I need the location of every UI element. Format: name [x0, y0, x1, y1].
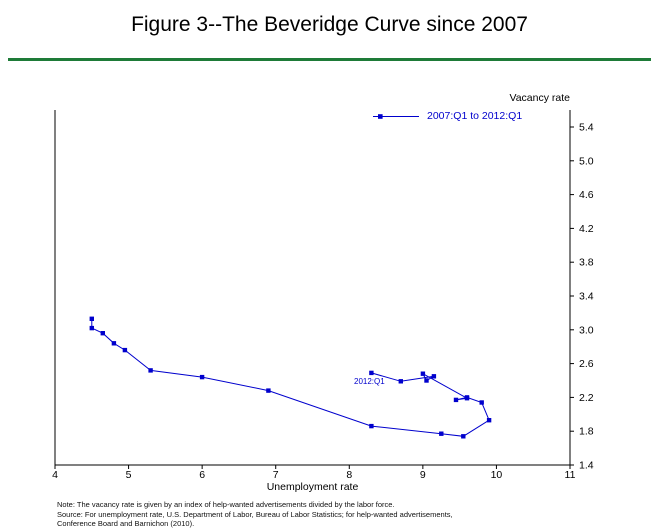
figure-title: Figure 3--The Beveridge Curve since 2007: [131, 13, 528, 36]
unemployment-axis-label: Unemployment rate: [266, 481, 359, 493]
vacancy-axis-label: Vacancy rate: [509, 92, 570, 104]
note-line-2: Source: For unemployment rate, U.S. Depa…: [57, 509, 453, 519]
chart-svg: 4 5 6 7 8 9 10 111.4 1.8 2.2 2.6 3.0 3.4 3.8 4.2 4.6 5.0…: [52, 110, 594, 482]
svg-text:1.8: 1.8: [579, 426, 594, 438]
beveridge-curve-line: [91, 318, 490, 437]
axes: [54, 110, 571, 466]
svg-text:8: 8: [346, 469, 352, 481]
data-point-markers: [89, 316, 492, 439]
svg-text:3.0: 3.0: [579, 324, 594, 336]
svg-text:7: 7: [273, 469, 279, 481]
beveridge-chart: Vacancy rate 2007:Q1 to 2012:Q1 4 5 6 7 8 9 10…: [0, 75, 659, 495]
svg-text:3.4: 3.4: [579, 291, 594, 303]
title-divider: [8, 58, 651, 61]
legend-marker-icon: [373, 113, 419, 119]
note-line-1: Note: The vacancy rate is given by an in…: [57, 500, 395, 509]
svg-text:10: 10: [491, 469, 503, 481]
svg-text:11: 11: [565, 469, 576, 481]
svg-text:6: 6: [199, 469, 205, 481]
chart-legend: 2007:Q1 to 2012:Q1: [373, 110, 522, 122]
svg-text:4: 4: [52, 469, 58, 481]
svg-text:5.0: 5.0: [579, 155, 594, 167]
svg-text:4.2: 4.2: [579, 223, 594, 235]
svg-text:5: 5: [126, 469, 132, 481]
annotation-2012q1: 2012:Q1: [354, 377, 385, 386]
svg-text:9: 9: [420, 469, 426, 481]
svg-text:4.6: 4.6: [579, 189, 594, 201]
tick-labels: 4 5 6 7 8 9 10 111.4 1.8 2.2 2.6 3.0 3.4 3.8 4.2 4.6 5.0…: [52, 122, 594, 482]
svg-text:3.8: 3.8: [579, 257, 594, 269]
legend-label: 2007:Q1 to 2012:Q1: [427, 110, 523, 122]
svg-text:5.4: 5.4: [579, 122, 594, 134]
svg-text:2.2: 2.2: [579, 392, 594, 404]
note-line-3: Conference Board and Barnichon (2010).: [57, 519, 195, 529]
svg-text:2.6: 2.6: [579, 358, 594, 370]
svg-text:1.4: 1.4: [579, 460, 594, 472]
tick-marks: [54, 126, 574, 469]
figure-notes: Note: The vacancy rate is given by an in…: [57, 500, 649, 529]
